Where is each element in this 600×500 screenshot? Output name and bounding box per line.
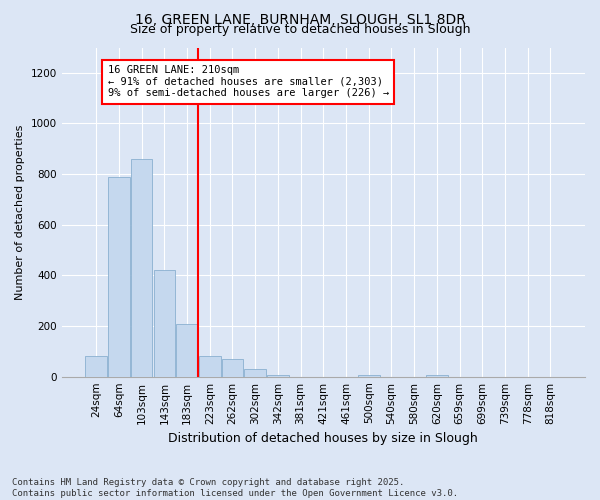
Bar: [85, 356, 107, 376]
Bar: [176, 324, 198, 376]
Bar: [154, 270, 175, 376]
Bar: [244, 369, 266, 376]
Bar: [222, 359, 243, 376]
Text: Size of property relative to detached houses in Slough: Size of property relative to detached ho…: [130, 22, 470, 36]
Text: 16, GREEN LANE, BURNHAM, SLOUGH, SL1 8DR: 16, GREEN LANE, BURNHAM, SLOUGH, SL1 8DR: [134, 12, 466, 26]
Bar: [108, 176, 130, 376]
Bar: [131, 159, 152, 376]
Text: 16 GREEN LANE: 210sqm
← 91% of detached houses are smaller (2,303)
9% of semi-de: 16 GREEN LANE: 210sqm ← 91% of detached …: [107, 65, 389, 98]
Text: Contains HM Land Registry data © Crown copyright and database right 2025.
Contai: Contains HM Land Registry data © Crown c…: [12, 478, 458, 498]
Y-axis label: Number of detached properties: Number of detached properties: [15, 124, 25, 300]
X-axis label: Distribution of detached houses by size in Slough: Distribution of detached houses by size …: [169, 432, 478, 445]
Bar: [199, 356, 221, 376]
